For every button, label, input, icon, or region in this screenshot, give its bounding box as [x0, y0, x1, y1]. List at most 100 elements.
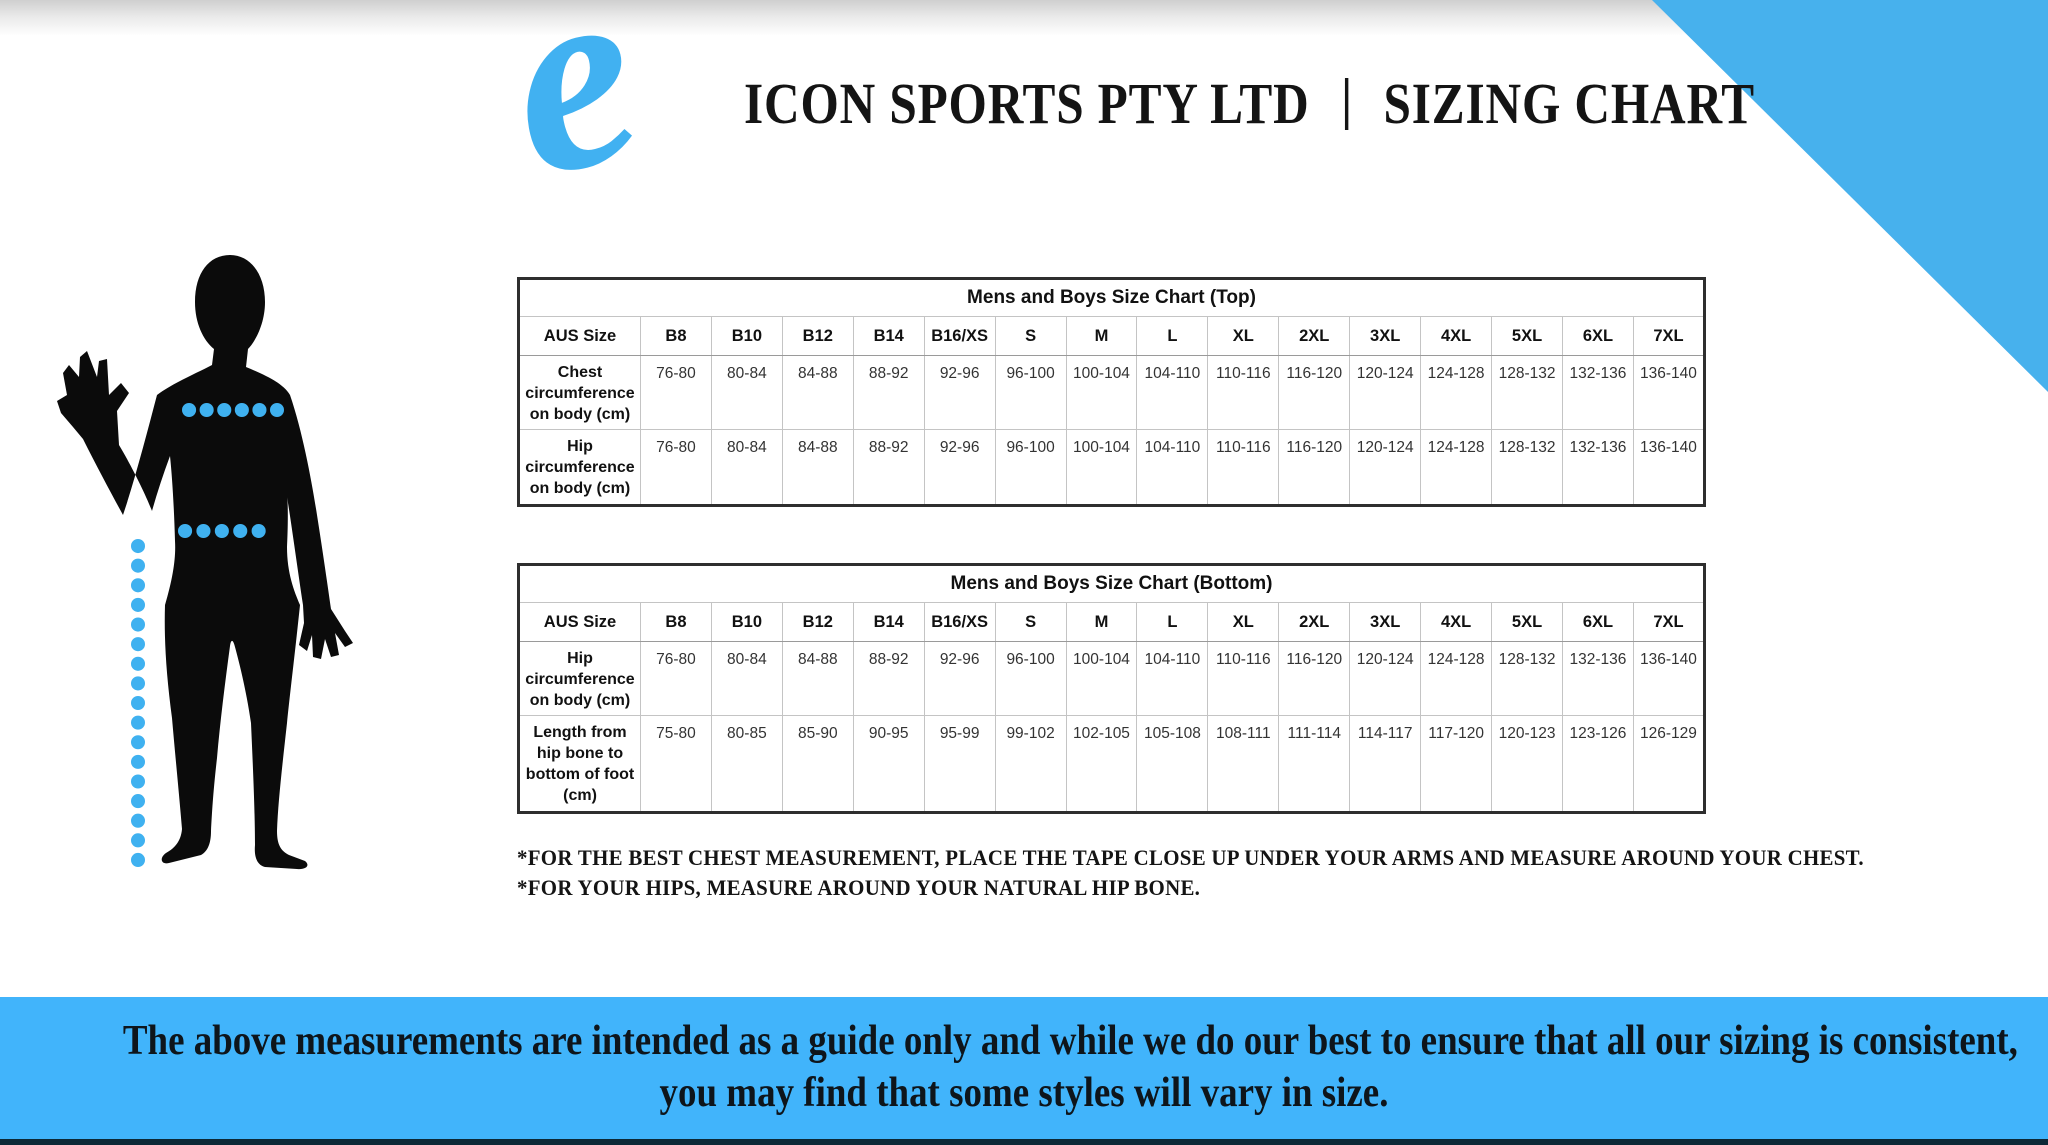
- size-value-cell: 128-132: [1491, 640, 1563, 717]
- size-column-header: L: [1136, 602, 1209, 642]
- size-column-header: M: [1065, 316, 1138, 356]
- size-value-cell: 96-100: [994, 354, 1067, 431]
- size-value-cell: 92-96: [923, 640, 996, 717]
- size-value-cell: 76-80: [640, 429, 712, 506]
- size-chart-top-table: Mens and Boys Size Chart (Top) AUS Size B…: [517, 277, 1706, 507]
- size-column-header: B14: [852, 602, 925, 642]
- size-column-header: B16/XS: [923, 316, 996, 356]
- size-column-header: B12: [781, 316, 854, 356]
- logo-letter: e: [477, 0, 664, 234]
- size-value-cell: 110-116: [1207, 354, 1280, 431]
- size-value-cell: 104-110: [1136, 429, 1209, 506]
- size-value-cell: 80-84: [710, 640, 783, 717]
- size-column-header: 6XL: [1561, 316, 1634, 356]
- size-column-header: B8: [640, 602, 712, 642]
- document-title: SIZING CHART: [1383, 71, 1755, 136]
- size-value-cell: 80-85: [710, 715, 783, 813]
- size-value-cell: 75-80: [640, 715, 712, 813]
- size-value-cell: 100-104: [1065, 354, 1138, 431]
- size-value-cell: 90-95: [852, 715, 925, 813]
- size-value-cell: 85-90: [781, 715, 854, 813]
- size-value-cell: 92-96: [923, 354, 996, 431]
- size-column-header: B16/XS: [923, 602, 996, 642]
- aus-size-header: AUS Size: [518, 316, 641, 356]
- size-value-cell: 92-96: [923, 429, 996, 506]
- footnote-chest: *FOR THE BEST CHEST MEASUREMENT, PLACE T…: [517, 845, 1864, 870]
- size-value-cell: 114-117: [1349, 715, 1422, 813]
- size-value-cell: 108-111: [1207, 715, 1280, 813]
- corner-triangle-decoration: [1652, 0, 2048, 392]
- size-column-header: 2XL: [1278, 316, 1351, 356]
- size-value-cell: 123-126: [1561, 715, 1634, 813]
- size-column-header: 4XL: [1420, 316, 1493, 356]
- size-column-header: 3XL: [1349, 316, 1422, 356]
- size-column-header: XL: [1207, 602, 1280, 642]
- measurement-row: Hip circumference on body (cm) 76-80 80-84…: [518, 429, 1706, 506]
- size-column-header: 6XL: [1561, 602, 1634, 642]
- measurement-footnotes: *FOR THE BEST CHEST MEASUREMENT, PLACE T…: [517, 843, 1864, 903]
- size-chart-bottom-table: Mens and Boys Size Chart (Bottom) AUS Si…: [517, 563, 1706, 814]
- table-header-row: AUS Size B8 B10 B12 B14 B16/XS S M L XL 2XL 3XL 4XL 5…: [518, 316, 1706, 356]
- table-title-row: Mens and Boys Size Chart (Top): [518, 278, 1705, 317]
- disclaimer-line-1: The above measurements are intended as a…: [122, 1018, 2018, 1064]
- page-title: ICON SPORTS PTY LTD SIZING CHART: [744, 70, 1755, 137]
- size-value-cell: 136-140: [1632, 640, 1706, 717]
- size-column-header: 7XL: [1632, 316, 1706, 356]
- size-value-cell: 124-128: [1420, 429, 1493, 506]
- size-value-cell: 84-88: [781, 640, 854, 717]
- size-value-cell: 116-120: [1278, 429, 1351, 506]
- size-value-cell: 84-88: [781, 429, 854, 506]
- size-column-header: S: [994, 316, 1067, 356]
- size-value-cell: 126-129: [1632, 715, 1706, 813]
- size-value-cell: 76-80: [640, 354, 712, 431]
- size-column-header: B10: [710, 602, 783, 642]
- table-header-row: AUS Size B8 B10 B12 B14 B16/XS S M L XL 2XL 3XL 4XL 5…: [518, 602, 1706, 642]
- size-value-cell: 120-124: [1349, 640, 1422, 717]
- size-column-header: 2XL: [1278, 602, 1351, 642]
- size-value-cell: 117-120: [1420, 715, 1493, 813]
- size-value-cell: 96-100: [994, 640, 1067, 717]
- size-value-cell: 76-80: [640, 640, 712, 717]
- size-value-cell: 136-140: [1632, 429, 1706, 506]
- size-value-cell: 132-136: [1561, 354, 1634, 431]
- row-label: Chest circumference on body (cm): [518, 354, 641, 431]
- size-column-header: B14: [852, 316, 925, 356]
- size-value-cell: 84-88: [781, 354, 854, 431]
- size-value-cell: 95-99: [923, 715, 996, 813]
- row-label: Length from hip bone to bottom of foot (…: [518, 715, 641, 813]
- size-value-cell: 124-128: [1420, 354, 1493, 431]
- size-value-cell: 128-132: [1491, 429, 1563, 506]
- size-value-cell: 124-128: [1420, 640, 1493, 717]
- size-value-cell: 104-110: [1136, 640, 1209, 717]
- company-name: ICON SPORTS PTY LTD: [744, 71, 1310, 136]
- size-column-header: B8: [640, 316, 712, 356]
- size-value-cell: 96-100: [994, 429, 1067, 506]
- size-value-cell: 120-124: [1349, 354, 1422, 431]
- aus-size-header: AUS Size: [518, 602, 641, 642]
- size-value-cell: 132-136: [1561, 640, 1634, 717]
- row-label: Hip circumference on body (cm): [518, 429, 641, 506]
- measurement-row: Hip circumference on body (cm) 76-80 80-84…: [518, 640, 1706, 717]
- size-value-cell: 136-140: [1632, 354, 1706, 431]
- size-value-cell: 128-132: [1491, 354, 1563, 431]
- title-separator: [1344, 78, 1349, 130]
- size-column-header: XL: [1207, 316, 1280, 356]
- size-value-cell: 116-120: [1278, 354, 1351, 431]
- brand-logo-e-icon: e: [477, 0, 664, 234]
- size-column-header: B12: [781, 602, 854, 642]
- size-value-cell: 99-102: [994, 715, 1067, 813]
- measurement-row: Length from hip bone to bottom of foot (…: [518, 715, 1706, 813]
- disclaimer-banner: The above measurements are intended as a…: [0, 997, 2048, 1145]
- footnote-hips: *FOR YOUR HIPS, MEASURE AROUND YOUR NATU…: [517, 875, 1201, 900]
- size-value-cell: 88-92: [852, 354, 925, 431]
- table-title: Mens and Boys Size Chart (Top): [518, 278, 1705, 317]
- size-value-cell: 110-116: [1207, 429, 1280, 506]
- row-label: Hip circumference on body (cm): [518, 640, 641, 717]
- size-value-cell: 132-136: [1561, 429, 1634, 506]
- size-column-header: B10: [710, 316, 783, 356]
- size-column-header: 4XL: [1420, 602, 1493, 642]
- size-column-header: S: [994, 602, 1067, 642]
- size-column-header: L: [1136, 316, 1209, 356]
- measurement-row: Chest circumference on body (cm) 76-80 80-…: [518, 354, 1706, 431]
